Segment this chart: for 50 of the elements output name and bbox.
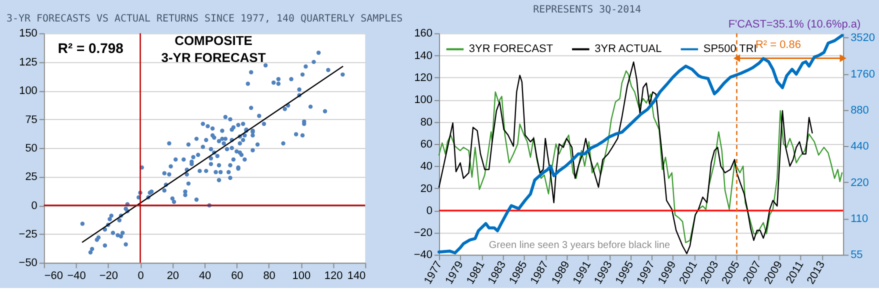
legend-label: 3YR FORECAST [468,43,554,56]
annotation: Green line seen 3 years before black line [488,240,671,251]
y-tick-label: 0 [31,200,38,212]
y-tick-label: 80 [420,116,433,128]
y-tick-label: −50 [18,257,38,270]
text: F'CAST=35.1% (10.6%p.a) [728,18,861,30]
legend-label: SP500 TRI [703,43,757,56]
y-tick-label: 100 [19,85,38,98]
annotation: R² = 0.86 [756,39,801,52]
y2-tick-label: 55 [850,249,863,262]
y-tick-label: 60 [420,138,433,150]
chart-title: REPRESENTS 3Q-2014 [533,4,642,16]
y2-tick-label: 3520 [850,32,875,44]
y-tick-label: 160 [414,28,433,40]
x-tick-label: −40 [67,270,86,282]
y2-tick-label: 110 [850,213,868,226]
x-tick-label: 60 [231,270,244,282]
y-tick-label: 125 [19,56,38,68]
annotation: COMPOSITE [174,33,253,48]
y-tick-label: −40 [414,249,433,262]
y-tick-label: 40 [420,160,433,173]
y-tick-label: 25 [25,171,38,184]
x-tick-label: 80 [263,270,276,282]
y2-tick-label: 440 [850,140,869,153]
x-tick-label: 0 [138,270,144,282]
y-tick-label: 150 [19,28,38,40]
y-tick-label: 20 [420,182,433,195]
x-tick-label: −20 [99,270,118,282]
y2-tick-label: 880 [850,104,869,117]
y2-tick-label: 1760 [850,68,875,80]
legend-label: 3YR ACTUAL [594,43,662,56]
y-tick-label: 50 [25,142,38,154]
annotation: R² = 0.798 [58,40,124,56]
y-tick-label: 75 [25,114,38,126]
x-tick-label: 40 [198,270,212,282]
y2-tick-label: 220 [850,176,869,189]
y-tick-label: 120 [414,72,433,84]
y-tick-label: 0 [426,204,433,217]
line-series [438,61,813,254]
y-tick-label: 140 [414,50,433,62]
x-tick-label: 140 [347,270,366,282]
y-tick-label: −20 [414,227,433,240]
y-tick-label: 100 [414,94,433,106]
annotation: 3-YR FORECAST [161,50,266,66]
y-tick-label: −25 [18,228,38,241]
x-tick-label: 120 [324,270,343,282]
x-tick-label: 20 [166,270,180,282]
x-tick-label: 100 [292,270,311,282]
x-tick-label: −60 [44,270,64,282]
chart-title: 3-YR FORECASTS VS ACTUAL RETURNS SINCE 1977, 140 QUARTERLY SAMPLES [6,13,403,24]
